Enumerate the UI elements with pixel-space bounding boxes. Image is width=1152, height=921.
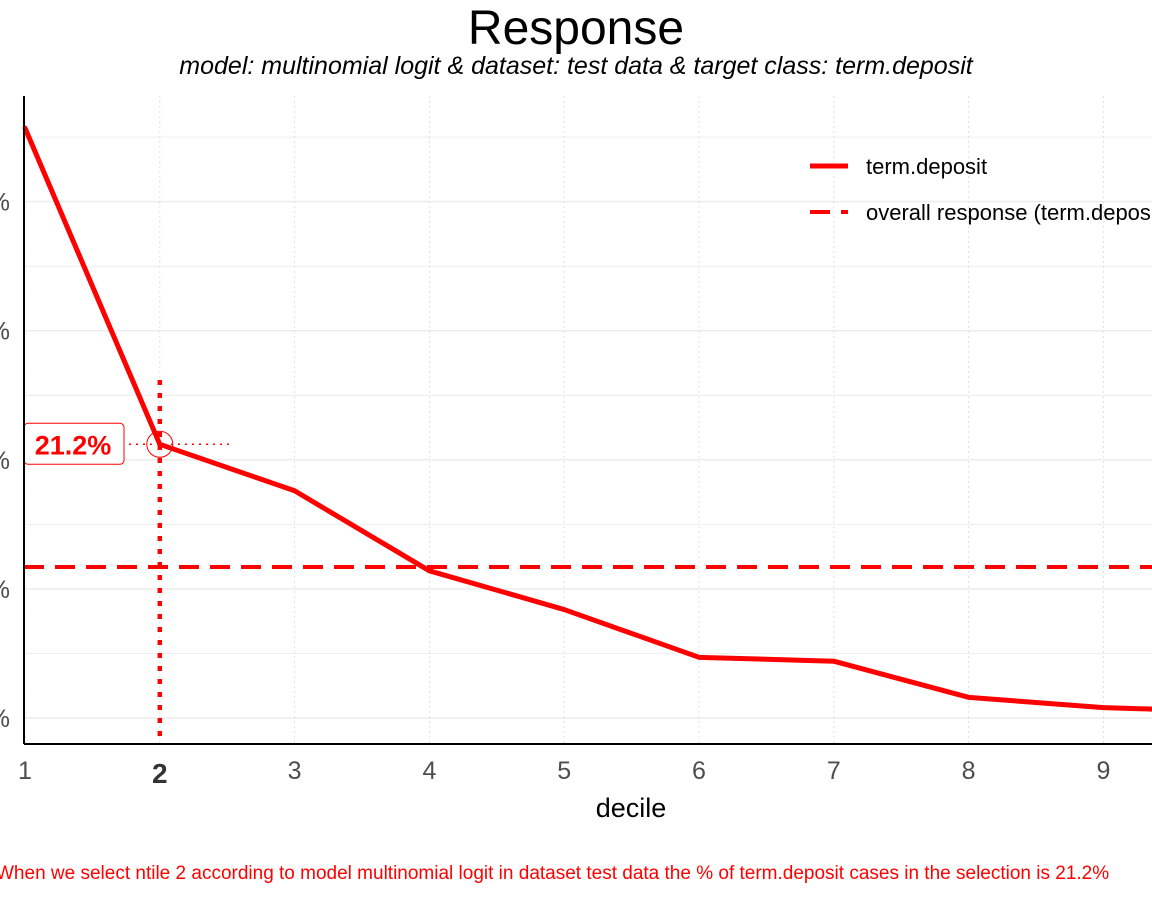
x-tick-label: 1	[18, 757, 32, 785]
x-tick-label: 4	[422, 757, 436, 785]
y-tick-label: %	[0, 705, 10, 733]
x-tick-label: 9	[1096, 757, 1110, 785]
highlight-marker	[146, 430, 174, 458]
chart-caption: When we select ntile 2 according to mode…	[0, 863, 1109, 884]
grid-layer	[24, 96, 1152, 744]
highlight-label: 21.2%	[35, 430, 112, 460]
text-layer: Response model: multinomial logit & data…	[0, 2, 1109, 884]
series-layer	[22, 125, 1152, 712]
x-axis-title: decile	[596, 793, 667, 823]
y-tick-label: %	[0, 447, 10, 475]
legend-label-term-deposit: term.deposit	[866, 154, 987, 179]
x-tick-label: 8	[962, 757, 976, 785]
y-tick-label: %	[0, 576, 10, 604]
x-tick-label: 6	[692, 757, 706, 785]
x-tick-label: 3	[288, 757, 302, 785]
term-deposit-line	[22, 125, 1152, 712]
x-tick-label: 2	[152, 758, 168, 789]
chart-title: Response	[468, 2, 684, 55]
y-tick-label: %	[0, 189, 10, 217]
legend-label-overall-response: overall response (term.deposit)	[866, 200, 1152, 225]
chart-subtitle: model: multinomial logit & dataset: test…	[179, 52, 973, 80]
x-tick-label: 7	[827, 757, 841, 785]
x-tick-label: 5	[557, 757, 571, 785]
highlight-layer: 21.2%	[23, 380, 230, 744]
y-tick-label: %	[0, 318, 10, 346]
legend-layer: term.deposit overall response (term.depos…	[810, 154, 1152, 225]
axes-layer: 1 2 3 4 5 6 7 8 9%%%%%	[0, 96, 1152, 789]
